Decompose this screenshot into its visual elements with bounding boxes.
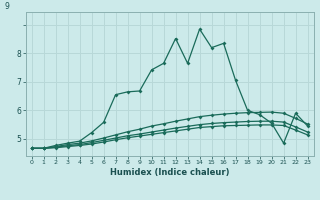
X-axis label: Humidex (Indice chaleur): Humidex (Indice chaleur) — [110, 168, 229, 177]
Text: 9: 9 — [5, 2, 10, 11]
